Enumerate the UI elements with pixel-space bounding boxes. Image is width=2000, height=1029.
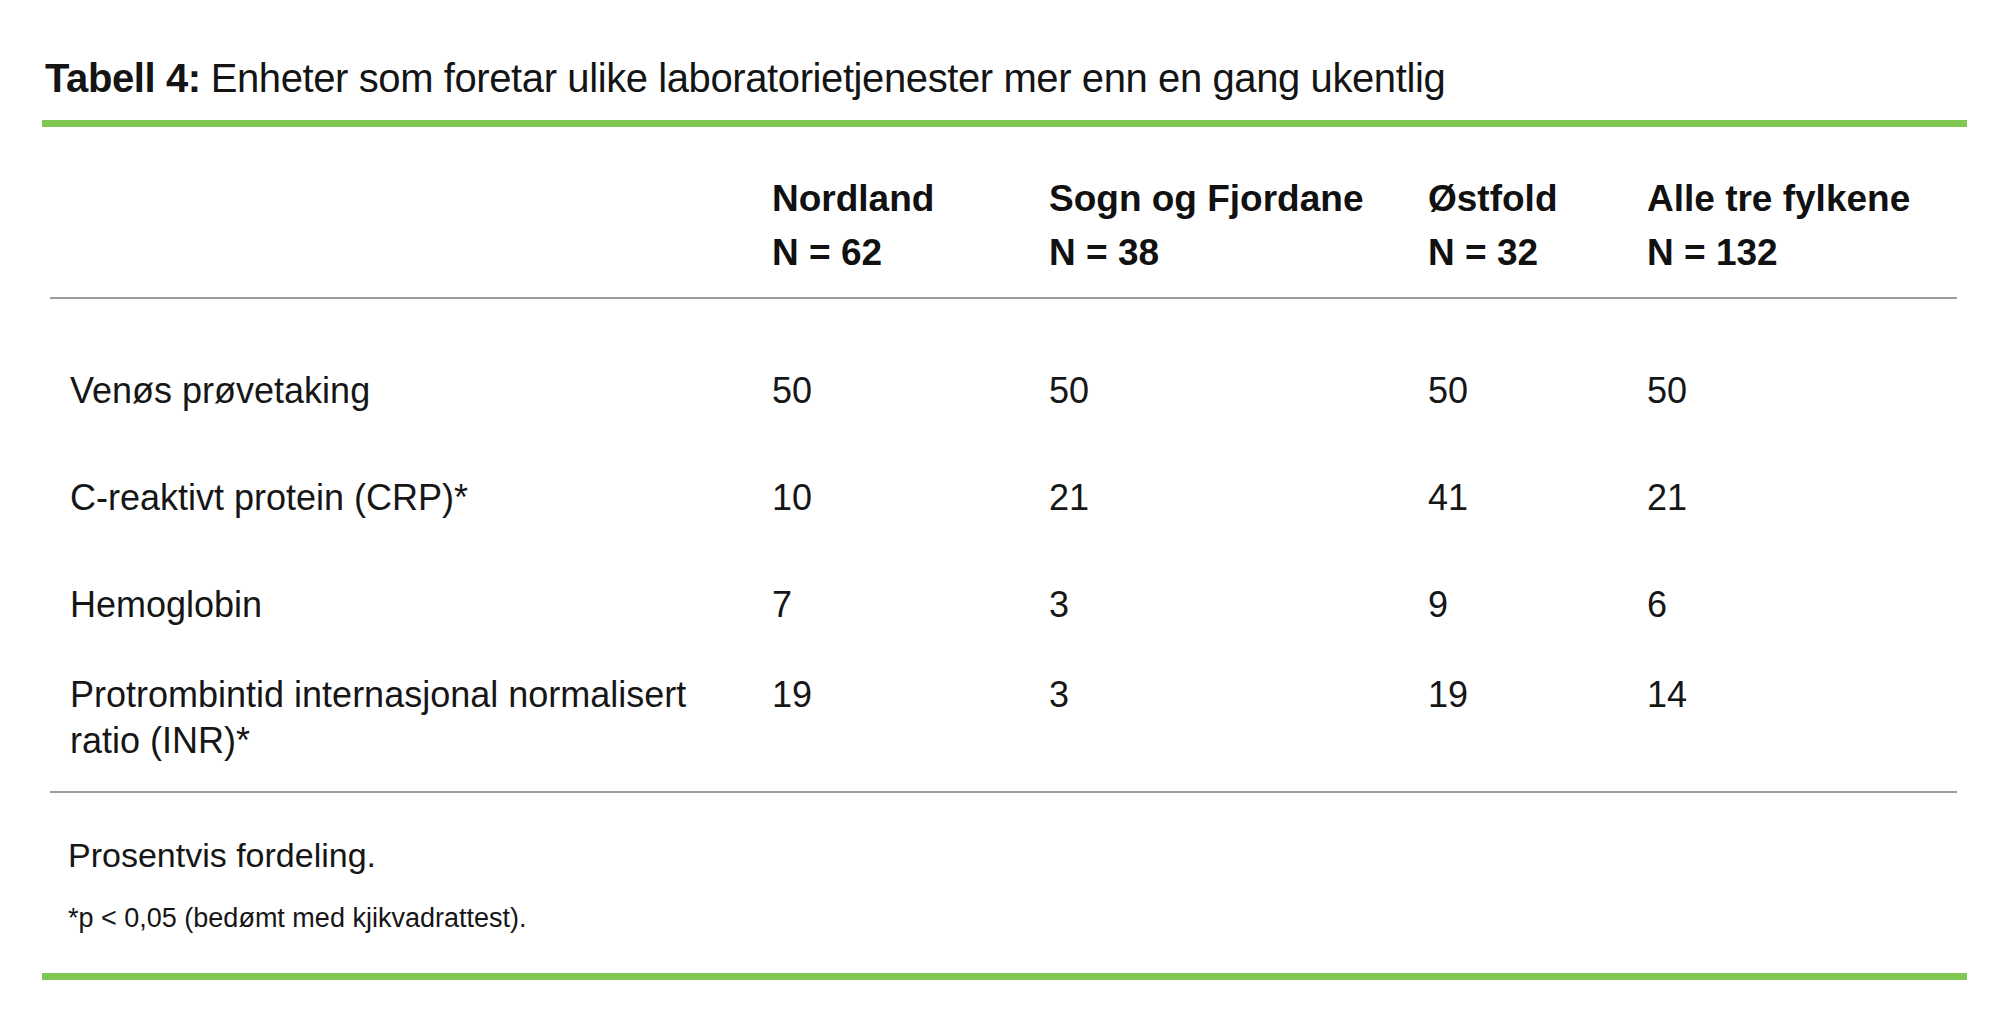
cell-value: 50 xyxy=(1647,368,1687,414)
cell-value: 19 xyxy=(1428,672,1468,718)
row-label: Protrombintid internasjonal normalisert … xyxy=(70,672,700,764)
cell-value: 19 xyxy=(772,672,812,718)
header-divider-rule xyxy=(50,297,1957,299)
top-green-rule xyxy=(42,120,1967,127)
cell-value: 50 xyxy=(1428,368,1468,414)
column-header-name: Nordland xyxy=(772,172,934,226)
column-header-ostfold: Østfold N = 32 xyxy=(1428,172,1557,280)
footnote-secondary: *p < 0,05 (bedømt med kjikvadrattest). xyxy=(68,903,526,934)
column-header-n: N = 32 xyxy=(1428,226,1557,280)
cell-value: 21 xyxy=(1647,475,1687,521)
column-header-name: Østfold xyxy=(1428,172,1557,226)
cell-value: 21 xyxy=(1049,475,1089,521)
cell-value: 50 xyxy=(772,368,812,414)
column-header-sogn-og-fjordane: Sogn og Fjordane N = 38 xyxy=(1049,172,1363,280)
table-title-prefix: Tabell 4: xyxy=(45,56,201,100)
footer-divider-rule xyxy=(50,791,1957,793)
table-figure-page: Tabell 4:Enheter som foretar ulike labor… xyxy=(0,0,2000,1029)
column-header-nordland: Nordland N = 62 xyxy=(772,172,934,280)
cell-value: 6 xyxy=(1647,582,1667,628)
cell-value: 14 xyxy=(1647,672,1687,718)
cell-value: 3 xyxy=(1049,582,1069,628)
column-header-n: N = 132 xyxy=(1647,226,1910,280)
footnote-primary: Prosentvis fordeling. xyxy=(68,836,376,875)
column-header-alle-tre-fylkene: Alle tre fylkene N = 132 xyxy=(1647,172,1910,280)
row-label: Venøs prøvetaking xyxy=(70,368,700,414)
cell-value: 9 xyxy=(1428,582,1448,628)
row-label: C-reaktivt protein (CRP)* xyxy=(70,475,700,521)
table-title-text: Enheter som foretar ulike laboratorietje… xyxy=(211,56,1446,100)
cell-value: 3 xyxy=(1049,672,1069,718)
column-header-n: N = 62 xyxy=(772,226,934,280)
column-header-name: Sogn og Fjordane xyxy=(1049,172,1363,226)
table-header-row: Nordland N = 62 Sogn og Fjordane N = 38 … xyxy=(0,172,2000,292)
bottom-green-rule xyxy=(42,973,1967,980)
table-title: Tabell 4:Enheter som foretar ulike labor… xyxy=(45,56,1445,101)
row-label: Hemoglobin xyxy=(70,582,700,628)
column-header-name: Alle tre fylkene xyxy=(1647,172,1910,226)
column-header-n: N = 38 xyxy=(1049,226,1363,280)
cell-value: 50 xyxy=(1049,368,1089,414)
cell-value: 7 xyxy=(772,582,792,628)
cell-value: 41 xyxy=(1428,475,1468,521)
cell-value: 10 xyxy=(772,475,812,521)
